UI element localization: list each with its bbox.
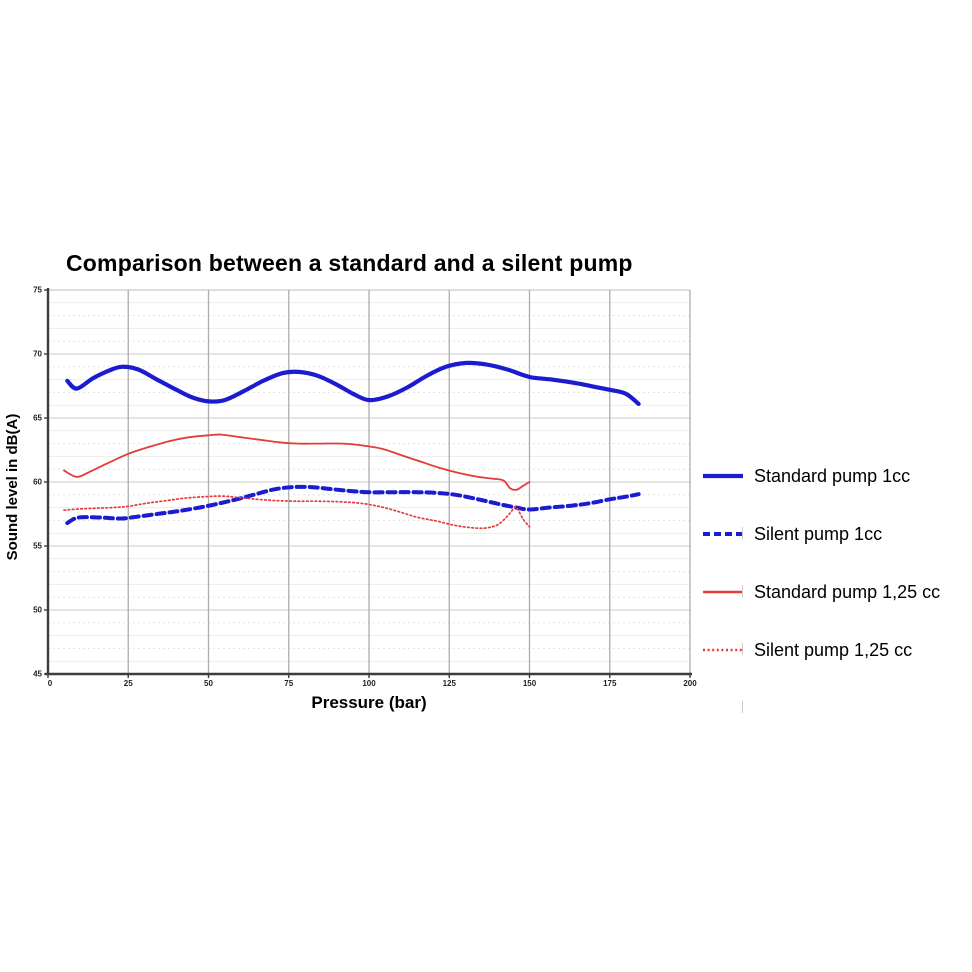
chart-title: Comparison between a standard and a sile… bbox=[66, 250, 633, 276]
y-tick-label: 55 bbox=[33, 542, 42, 551]
y-tick-label: 45 bbox=[33, 670, 42, 679]
series-line-silent-pump-1cc bbox=[65, 484, 641, 525]
x-tick-label: 175 bbox=[603, 679, 617, 688]
legend-swatch-silent-pump-125cc bbox=[703, 648, 743, 652]
legend-swatch-standard-pump-125cc bbox=[703, 590, 743, 594]
legend-separator bbox=[742, 527, 743, 539]
legend-swatch-standard-pump-1cc bbox=[703, 473, 743, 479]
legend: Standard pump 1cc Silent pump 1cc Standa… bbox=[702, 447, 970, 713]
x-tick-label: 100 bbox=[362, 679, 376, 688]
x-tick-label: 200 bbox=[683, 679, 697, 688]
legend-separator bbox=[742, 643, 743, 655]
x-tick-label: 25 bbox=[124, 679, 133, 688]
x-tick-label: 125 bbox=[443, 679, 457, 688]
series-line-standard-pump-1cc bbox=[65, 360, 641, 406]
legend-label: Silent pump 1,25 cc bbox=[754, 639, 913, 660]
x-tick-label: 150 bbox=[523, 679, 537, 688]
legend-item-silent-pump-125cc: Silent pump 1,25 cc bbox=[702, 621, 970, 713]
x-tick-label: 50 bbox=[204, 679, 213, 688]
series-line-standard-pump-1-25-cc bbox=[63, 433, 531, 491]
legend-separator bbox=[742, 701, 743, 713]
legend-swatch-silent-pump-1cc bbox=[703, 532, 743, 536]
legend-label: Standard pump 1cc bbox=[754, 465, 911, 486]
y-tick-label: 65 bbox=[33, 414, 42, 423]
x-axis-title: Pressure (bar) bbox=[311, 693, 427, 712]
x-tick-label: 75 bbox=[284, 679, 293, 688]
legend-separator bbox=[742, 585, 743, 597]
series-line-silent-pump-1-25-cc bbox=[63, 495, 531, 530]
y-tick-label: 70 bbox=[33, 350, 42, 359]
y-tick-label: 60 bbox=[33, 478, 42, 487]
y-tick-label: 75 bbox=[33, 286, 42, 295]
legend-item-silent-pump-1cc: Silent pump 1cc bbox=[702, 505, 970, 597]
legend-item-standard-pump-1cc: Standard pump 1cc bbox=[702, 447, 970, 539]
legend-item-standard-pump-125cc: Standard pump 1,25 cc bbox=[702, 563, 970, 655]
legend-label: Standard pump 1,25 cc bbox=[754, 581, 941, 602]
y-tick-label: 50 bbox=[33, 606, 42, 615]
x-tick-label: 0 bbox=[48, 679, 53, 688]
legend-label: Silent pump 1cc bbox=[754, 523, 883, 544]
